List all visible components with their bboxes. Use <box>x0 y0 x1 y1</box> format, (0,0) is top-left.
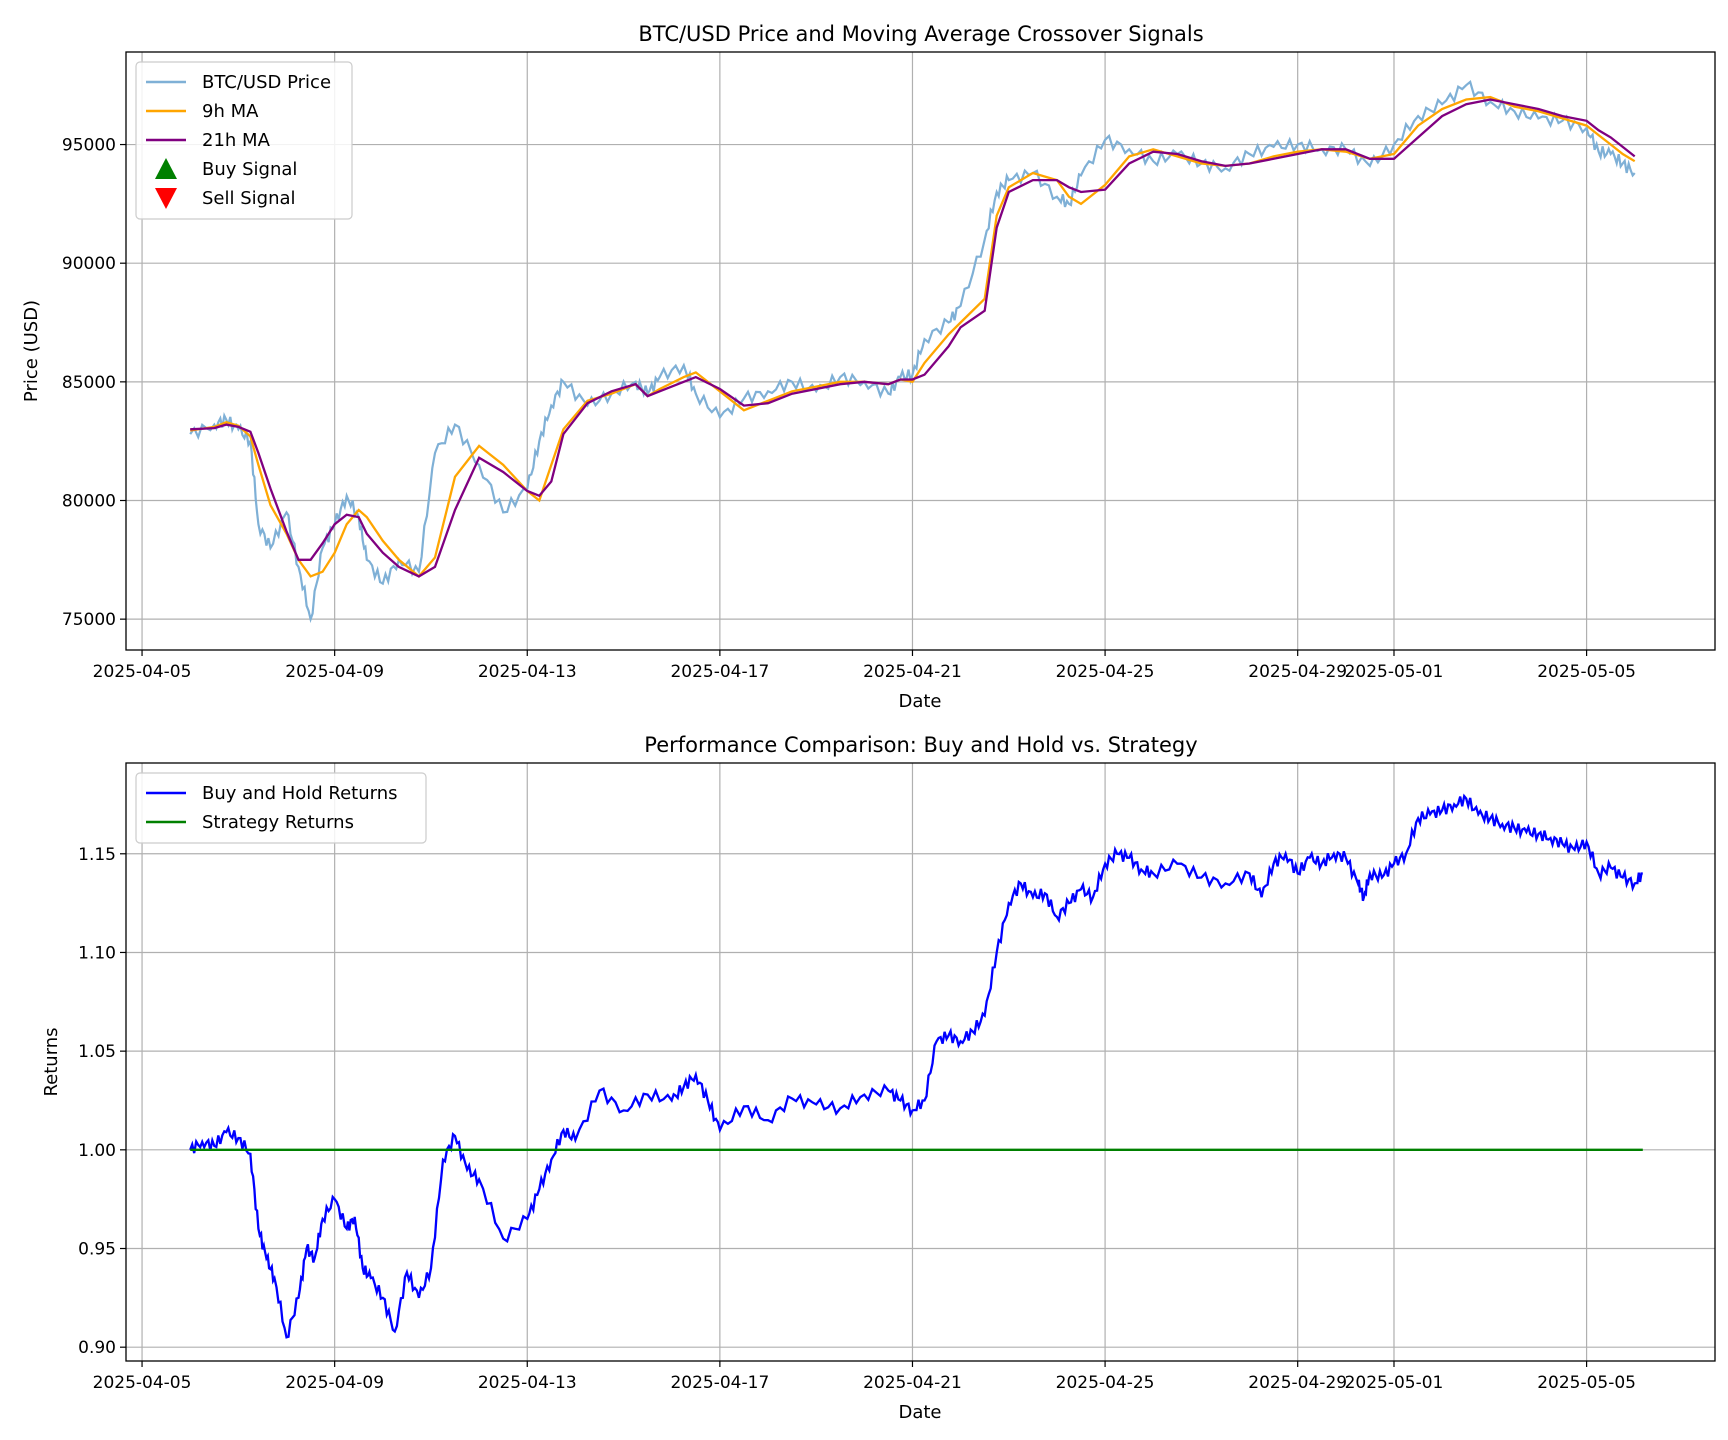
x-tick-label: 2025-04-05 <box>93 662 192 682</box>
x-tick-label: 2025-04-17 <box>670 1373 769 1393</box>
legend-marker-up <box>155 158 177 179</box>
returns-chart-y-label: Returns <box>41 1027 62 1096</box>
series-line-21h-ma <box>190 98 1636 578</box>
y-tick-label: 85000 <box>62 373 116 393</box>
y-tick-label: 1.05 <box>78 1042 116 1062</box>
x-tick-label: 2025-04-09 <box>285 662 384 682</box>
x-tick-label: 2025-04-13 <box>478 662 577 682</box>
legend-marker-down <box>155 188 177 209</box>
price-chart-x-label: Date <box>898 691 941 712</box>
y-tick-label: 1.10 <box>78 943 116 963</box>
y-tick-label: 80000 <box>62 492 116 512</box>
legend-box <box>135 772 427 844</box>
x-tick-label: 2025-04-25 <box>1056 1373 1155 1393</box>
x-tick-label: 2025-04-29 <box>1248 1373 1347 1393</box>
x-tick-label: 2025-05-01 <box>1345 1373 1444 1393</box>
price-chart-plot-area <box>125 51 1716 651</box>
x-tick-label: 2025-04-09 <box>285 1373 384 1393</box>
returns-chart: Performance Comparison: Buy and Hold vs.… <box>41 733 1716 1423</box>
legend-label: Strategy Returns <box>202 812 354 833</box>
legend-label: BTC/USD Price <box>202 72 331 93</box>
price-chart-grid <box>126 52 1715 650</box>
legend-label: 21h MA <box>202 130 271 151</box>
y-tick-label: 0.95 <box>78 1240 116 1260</box>
returns-chart-x-ticks: 2025-04-05 2025-04-09 2025-04-13 2025-04-17… <box>93 1361 1636 1393</box>
x-tick-label: 2025-04-05 <box>93 1373 192 1393</box>
legend-label: Buy and Hold Returns <box>202 783 398 804</box>
x-tick-label: 2025-04-25 <box>1056 662 1155 682</box>
legend-label: 9h MA <box>202 101 259 122</box>
x-tick-label: 2025-05-01 <box>1345 662 1444 682</box>
x-tick-label: 2025-04-21 <box>863 1373 962 1393</box>
returns-chart-legend: Buy and Hold Returns Strategy Returns <box>135 772 427 844</box>
x-tick-label: 2025-04-13 <box>478 1373 577 1393</box>
y-tick-label: 95000 <box>62 136 116 156</box>
price-chart-legend: BTC/USD Price 9h MA 21h MA Buy Signal Sell S… <box>135 61 353 220</box>
y-tick-label: 1.00 <box>78 1141 116 1161</box>
price-chart-y-ticks: 75000 80000 85000 90000 95000 <box>62 136 126 630</box>
x-tick-label: 2025-05-05 <box>1537 662 1636 682</box>
returns-chart-x-label: Date <box>898 1402 941 1423</box>
returns-chart-series <box>189 793 1643 1339</box>
price-chart-title: BTC/USD Price and Moving Average Crossov… <box>638 22 1203 46</box>
y-tick-label: 1.15 <box>78 845 116 865</box>
price-chart: BTC/USD Price and Moving Average Crossov… <box>21 22 1716 712</box>
legend-box <box>135 61 353 220</box>
x-tick-label: 2025-05-05 <box>1537 1373 1636 1393</box>
y-tick-label: 0.90 <box>78 1338 116 1358</box>
x-tick-label: 2025-04-29 <box>1248 662 1347 682</box>
legend-label: Sell Signal <box>202 188 296 209</box>
y-tick-label: 90000 <box>62 254 116 274</box>
series-line-buy-and-hold-returns <box>189 793 1643 1339</box>
returns-chart-y-ticks: 0.90 0.95 1.00 1.05 1.10 1.15 <box>78 845 126 1358</box>
price-chart-series <box>189 79 1636 624</box>
x-tick-label: 2025-04-17 <box>670 662 769 682</box>
price-chart-x-ticks: 2025-04-05 2025-04-09 2025-04-13 2025-04-17… <box>93 650 1636 682</box>
returns-chart-title: Performance Comparison: Buy and Hold vs.… <box>644 733 1197 757</box>
returns-chart-plot-area <box>125 762 1716 1362</box>
price-chart-y-label: Price (USD) <box>21 300 42 402</box>
x-tick-label: 2025-04-21 <box>863 662 962 682</box>
y-tick-label: 75000 <box>62 610 116 630</box>
legend-label: Buy Signal <box>202 159 297 180</box>
